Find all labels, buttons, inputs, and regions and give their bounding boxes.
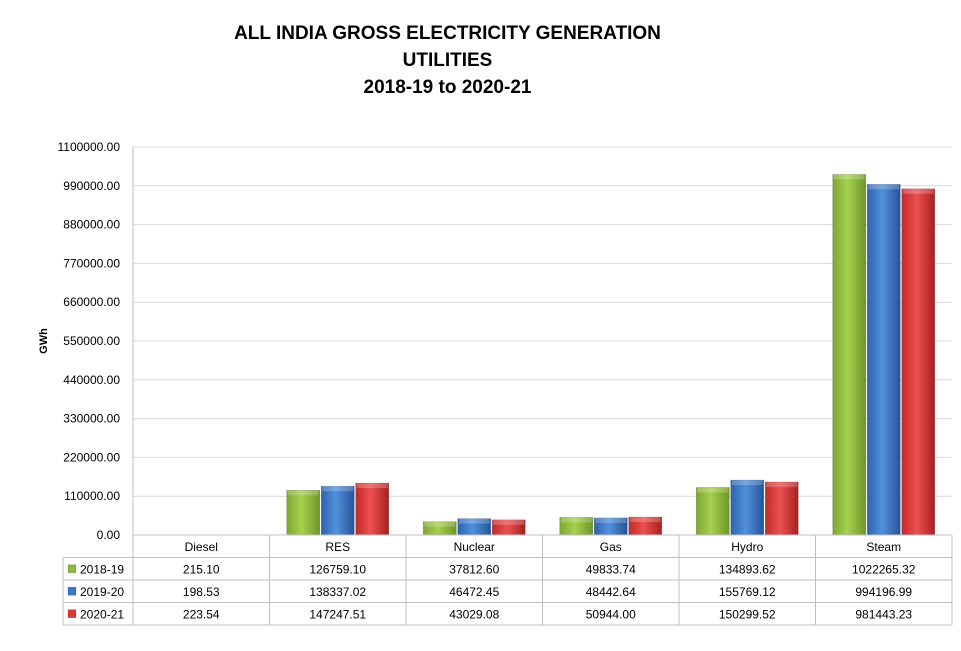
- data-label: 48442.64: [586, 585, 636, 599]
- data-label: 138337.02: [309, 585, 366, 599]
- bar-highlight: [560, 517, 592, 523]
- bar-highlight: [731, 480, 763, 486]
- y-tick-label: 0.00: [97, 528, 121, 542]
- bar-highlight: [697, 487, 729, 493]
- y-tick-label: 110000.00: [64, 489, 120, 503]
- bar-highlight: [868, 184, 900, 190]
- legend-swatch: [67, 587, 77, 596]
- data-label: 147247.51: [309, 607, 366, 621]
- x-tick-label: RES: [325, 540, 350, 554]
- y-tick-label: 880000.00: [63, 218, 120, 232]
- bar-highlight: [493, 519, 525, 525]
- bar: [832, 174, 867, 536]
- x-tick-label: Nuclear: [454, 540, 495, 554]
- data-label: 215.10: [183, 562, 220, 576]
- x-tick-label: Diesel: [185, 540, 218, 554]
- y-axis-label: GWh: [38, 328, 50, 354]
- legend-label: 2020-21: [80, 607, 124, 621]
- data-label: 1022265.32: [852, 562, 916, 576]
- y-tick-label: 330000.00: [63, 412, 120, 426]
- y-tick-label: 770000.00: [63, 256, 120, 270]
- chart-title-line-1: ALL INDIA GROSS ELECTRICITY GENERATION: [234, 23, 661, 44]
- bar: [901, 188, 936, 536]
- data-table: Diesel RES Nuclear Gas Hydro Steam 2018-19 215.…: [62, 534, 953, 626]
- data-label: 134893.62: [719, 562, 776, 576]
- bar-highlight: [356, 483, 388, 489]
- data-label: 150299.52: [719, 607, 776, 621]
- bar-highlight: [595, 517, 627, 523]
- data-label: 981443.23: [855, 607, 912, 621]
- bar-highlight: [766, 481, 798, 487]
- bar: [730, 479, 765, 536]
- bar: [355, 482, 390, 536]
- legend-swatch: [67, 564, 77, 573]
- bar-highlight: [833, 174, 865, 180]
- data-label: 50944.00: [586, 607, 636, 621]
- y-tick-label: 660000.00: [63, 295, 120, 309]
- bar-highlight: [322, 486, 354, 492]
- bar-highlight: [424, 521, 456, 527]
- y-tick-label: 440000.00: [63, 373, 120, 387]
- gridlines: [133, 146, 952, 536]
- bar: [764, 481, 799, 536]
- bar: [866, 184, 901, 536]
- data-label: 43029.08: [449, 607, 499, 621]
- bar: [695, 487, 730, 536]
- data-label: 223.54: [183, 607, 220, 621]
- legend-label: 2019-20: [80, 585, 124, 599]
- legend-label: 2018-19: [80, 562, 124, 576]
- data-label: 994196.99: [855, 585, 912, 599]
- data-label: 37812.60: [449, 562, 499, 576]
- bars: [286, 174, 936, 536]
- bar-highlight: [902, 188, 934, 194]
- data-label: 49833.74: [586, 562, 636, 576]
- data-label: 126759.10: [309, 562, 366, 576]
- x-tick-label: Gas: [600, 540, 622, 554]
- y-tick-label: 550000.00: [63, 334, 120, 348]
- data-label: 46472.45: [449, 585, 499, 599]
- y-axis: 0.00 110000.00 220000.00 330000.00 440000.00…: [38, 140, 134, 542]
- chart-title-line-3: 2018-19 to 2020-21: [363, 77, 532, 98]
- chart-title: ALL INDIA GROSS ELECTRICITY GENERATION U…: [160, 20, 735, 101]
- bar-highlight: [458, 518, 490, 524]
- chart-title-line-2: UTILITIES: [402, 50, 493, 71]
- legend-swatch: [67, 609, 77, 618]
- y-tick-label: 1100000.00: [57, 140, 120, 154]
- bar-highlight: [287, 490, 319, 496]
- data-label: 155769.12: [719, 585, 776, 599]
- bar: [320, 485, 355, 536]
- x-tick-label: Hydro: [731, 540, 763, 554]
- y-tick-label: 990000.00: [63, 179, 120, 193]
- bar: [286, 489, 321, 536]
- bar-highlight: [629, 517, 661, 523]
- y-tick-label: 220000.00: [63, 450, 120, 464]
- data-label: 198.53: [183, 585, 220, 599]
- x-tick-label: Steam: [866, 540, 901, 554]
